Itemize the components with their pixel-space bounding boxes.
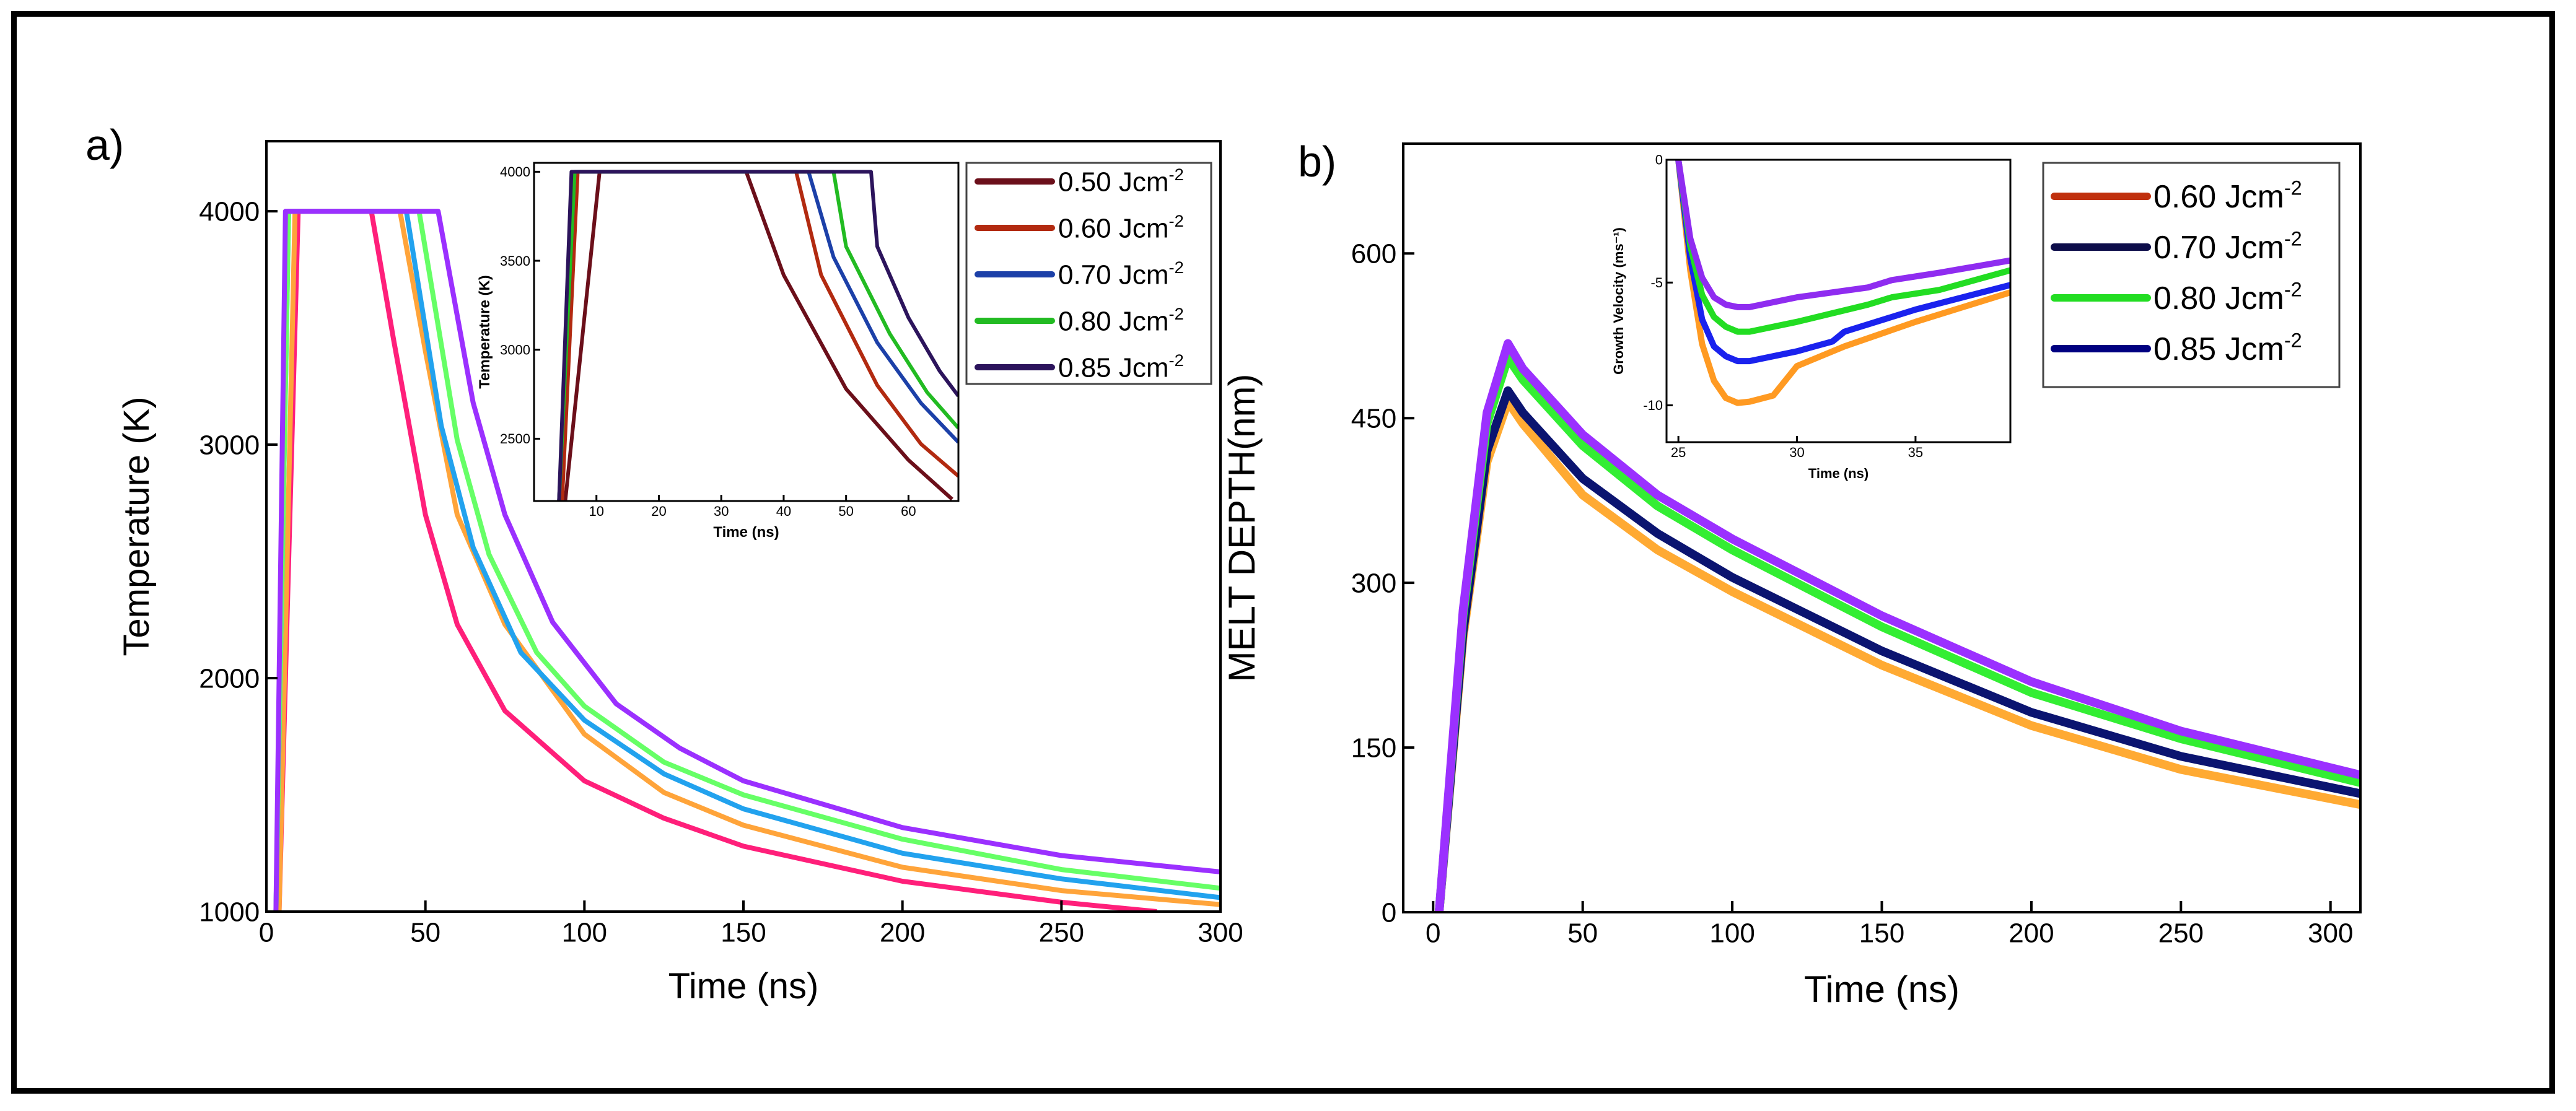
legend-label: 0.85 Jcm-2	[1058, 351, 1184, 383]
legend-label: 0.70 Jcm-2	[2153, 227, 2302, 266]
chart-a-inset: 10 20 30 40 50 60 2500 3000 3500 4000 Time (ns) Tem…	[476, 162, 960, 541]
b-xtick-label: 250	[2158, 918, 2204, 948]
panel-label-a: a)	[85, 121, 124, 169]
legend-label: 0.60 Jcm-2	[1058, 211, 1184, 244]
b-inset-series-0	[1675, 160, 2010, 406]
a-inset-series-4	[557, 170, 958, 501]
a-inset-xtick-label: 10	[589, 503, 603, 519]
legend-label: 0.50 Jcm-2	[1058, 165, 1184, 198]
a-xtick-label: 150	[721, 917, 766, 948]
a-inset-xtick-label: 40	[776, 503, 791, 519]
a-inset-xtick-label: 30	[714, 503, 729, 519]
b-xtick-label: 150	[1859, 918, 1904, 948]
b-inset-xtick-label: 30	[1789, 445, 1804, 460]
b-inset-series-2	[1675, 160, 2010, 335]
b-xtick-label: 300	[2308, 918, 2353, 948]
a-inset-ytick-label: 4000	[500, 164, 530, 180]
panel-label-b: b)	[1298, 137, 1336, 186]
b-inset-ytick-label: 0	[1655, 152, 1663, 168]
b-inset-xtick-label: 25	[1671, 445, 1686, 460]
b-inset-ytick-label: -5	[1650, 275, 1663, 290]
a-inset-ytick-label: 2500	[500, 431, 530, 447]
legend-a: 0.50 Jcm-2 0.60 Jcm-2 0.70 Jcm-2 0.80 Jcm-2…	[965, 162, 1212, 385]
a-ytick-label: 1000	[199, 897, 260, 927]
a-inset-xlabel: Time (ns)	[713, 524, 779, 541]
b-xtick-label: 0	[1426, 918, 1440, 948]
b-ytick-label: 300	[1351, 569, 1396, 599]
a-xtick-label: 250	[1039, 917, 1084, 948]
b-inset-axes-frame	[1665, 159, 2012, 443]
a-xtick-label: 200	[880, 917, 925, 948]
a-inset-xtick-label: 60	[901, 503, 916, 519]
a-ylabel: Temperature (K)	[116, 396, 157, 656]
a-inset-xtick-label: 20	[651, 503, 666, 519]
b-inset-ylabel: Growth Velocity (ms⁻¹)	[1611, 227, 1626, 375]
a-xtick-label: 50	[410, 917, 440, 948]
b-xtick-label: 50	[1567, 918, 1598, 948]
a-inset-ytick-label: 3000	[500, 342, 530, 357]
b-inset-series-1	[1675, 160, 2010, 365]
a-series-4	[273, 209, 1220, 912]
b-inset-series-3	[1675, 160, 2010, 310]
b-series-3	[1434, 339, 2360, 912]
b-ylabel: MELT DEPTH(nm)	[1221, 374, 1263, 682]
a-inset-ytick-label: 3500	[500, 253, 530, 269]
b-ytick-label: 600	[1351, 239, 1396, 269]
a-xtick-label: 0	[259, 917, 274, 948]
legend-label: 0.60 Jcm-2	[2153, 176, 2302, 215]
legend-label: 0.80 Jcm-2	[2153, 278, 2302, 316]
b-ytick-label: 450	[1351, 404, 1396, 434]
a-xtick-label: 300	[1198, 917, 1243, 948]
a-ytick-label: 4000	[199, 196, 260, 227]
b-xtick-label: 100	[1709, 918, 1755, 948]
b-ytick-label: 150	[1351, 733, 1396, 763]
legend-label: 0.80 Jcm-2	[1058, 304, 1184, 337]
a-xlabel: Time (ns)	[668, 966, 819, 1006]
legend-label: 0.70 Jcm-2	[1058, 258, 1184, 290]
a-xtick-label: 100	[562, 917, 607, 948]
b-ytick-label: 0	[1382, 897, 1396, 928]
a-inset-xtick-label: 50	[838, 503, 853, 519]
legend-b: 0.60 Jcm-2 0.70 Jcm-2 0.80 Jcm-2 0.85 Jcm-2	[2042, 162, 2341, 388]
b-xtick-label: 200	[2009, 918, 2054, 948]
legend-label: 0.85 Jcm-2	[2153, 329, 2302, 367]
b-xlabel: Time (ns)	[1804, 969, 1960, 1010]
b-inset-ytick-label: -10	[1643, 398, 1663, 413]
a-inset-plot-area	[534, 163, 958, 501]
a-ytick-label: 3000	[199, 430, 260, 460]
b-inset-xlabel: Time (ns)	[1808, 466, 1868, 481]
b-inset-xtick-label: 35	[1908, 445, 1923, 460]
chart-b-inset: 25 30 35 0 -5 -10 Time (ns) Growth Velocity (ms…	[1611, 152, 2012, 481]
a-inset-axes-frame	[533, 162, 960, 502]
figure-frame	[11, 11, 2555, 1094]
a-ytick-label: 2000	[199, 663, 260, 694]
a-inset-ylabel: Temperature (K)	[476, 275, 493, 389]
